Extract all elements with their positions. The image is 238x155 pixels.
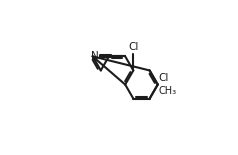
Text: Cl: Cl [159, 73, 169, 83]
Text: N: N [91, 51, 99, 61]
Text: Cl: Cl [128, 42, 139, 52]
Text: CH₃: CH₃ [159, 86, 177, 96]
